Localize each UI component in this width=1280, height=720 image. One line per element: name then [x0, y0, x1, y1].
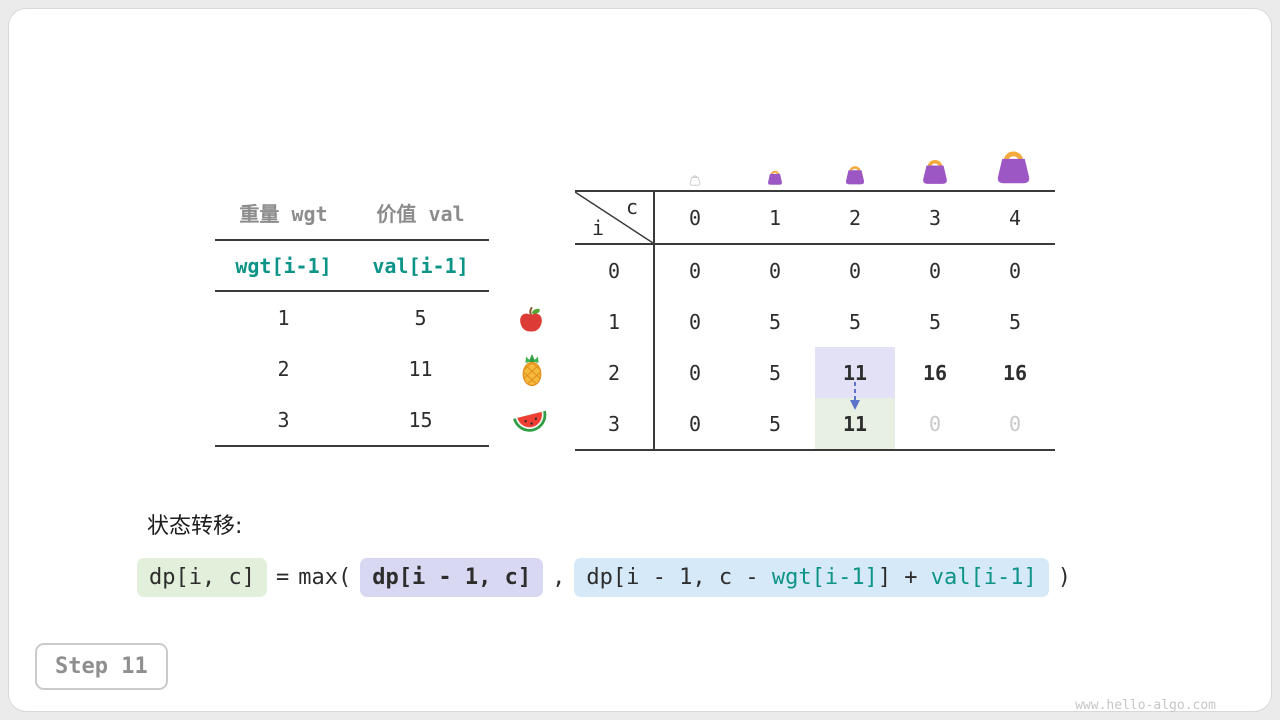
dp-row-3: 3 0 5 11 0 0: [575, 398, 1055, 449]
dp-cell: 0: [688, 411, 702, 436]
dp-cell: 0: [688, 258, 702, 283]
item-weight: 2: [277, 356, 290, 381]
dp-row-2: 2 0 5 11 16 16: [575, 347, 1055, 398]
dp-table: c i 0 1 2 3 4 0 0 0 0 0 0 1 0 5 5 5 5 2: [575, 190, 1055, 451]
dp-cell-pending: 0: [928, 411, 942, 436]
items-table: 重量 wgt 价值 val wgt[i-1] val[i-1] 1 5 2 11…: [215, 186, 489, 447]
formula-lhs: dp[i, c]: [137, 558, 267, 597]
item-value: 11: [408, 356, 433, 381]
formula-max-open: max(: [298, 565, 352, 590]
dp-col-header: 4: [1008, 205, 1022, 230]
items-header-weight: 重量 wgt: [239, 202, 328, 226]
dp-cell: 0: [928, 258, 942, 283]
dp-row-0: 0 0 0 0 0 0: [575, 245, 1055, 296]
item-value: 15: [408, 407, 433, 432]
dp-cell: 5: [768, 309, 782, 334]
items-row-1: 1 5: [215, 292, 489, 343]
dp-cell: 0: [688, 360, 702, 385]
bag-icon-capacity-3: [918, 152, 952, 186]
item-value: 5: [414, 305, 427, 330]
dp-cell: 16: [922, 360, 948, 385]
dp-row-header: 2: [575, 347, 655, 398]
bag-icon-capacity-1: [765, 166, 785, 186]
dp-row-header: 1: [575, 296, 655, 347]
dp-cell: 5: [1008, 309, 1022, 334]
items-row-3: 3 15: [215, 394, 489, 445]
pineapple-icon: [516, 352, 548, 388]
formula-term-keep: dp[i - 1, c]: [360, 558, 544, 597]
dp-col-header: 0: [688, 205, 702, 230]
watermelon-icon: [512, 409, 550, 433]
dp-cell: 5: [848, 309, 862, 334]
dp-corner-cell: c i: [575, 192, 655, 243]
dp-row-header: 3: [575, 398, 655, 449]
dp-cell: 0: [768, 258, 782, 283]
formula-close-paren: ): [1057, 565, 1072, 590]
items-formula-wgt: wgt[i-1]: [235, 253, 332, 278]
dp-cell: 0: [1008, 258, 1022, 283]
formula-take-prefix: dp[i - 1, c -: [586, 565, 772, 590]
formula-equals: =: [275, 565, 290, 590]
transition-formula: dp[i, c] = max( dp[i - 1, c] , dp[i - 1,…: [137, 558, 1071, 597]
dp-col-header: 2: [848, 205, 862, 230]
dp-cell: 5: [768, 411, 782, 436]
dp-col-header: 3: [928, 205, 942, 230]
dp-row-1: 1 0 5 5 5 5: [575, 296, 1055, 347]
dp-cell-pending: 0: [1008, 411, 1022, 436]
dp-cell: 5: [928, 309, 942, 334]
items-formula-row: wgt[i-1] val[i-1]: [215, 241, 489, 292]
apple-icon: [515, 304, 547, 336]
transition-label: 状态转移:: [147, 514, 243, 539]
items-header-value: 价值 val: [376, 202, 465, 226]
transfer-arrow-icon: [850, 382, 860, 410]
formula-take-val: val[i-1]: [930, 565, 1037, 590]
bag-icon-capacity-2: [842, 160, 868, 186]
dp-header-row: c i 0 1 2 3 4: [575, 192, 1055, 245]
watermark: www.hello-algo.com: [1075, 698, 1216, 713]
dp-cell: 5: [768, 360, 782, 385]
dp-cell: 0: [848, 258, 862, 283]
formula-comma: ,: [552, 565, 566, 590]
items-row-2: 2 11: [215, 343, 489, 394]
step-badge: Step 11: [35, 643, 168, 690]
item-weight: 1: [277, 305, 290, 330]
items-header-row: 重量 wgt 价值 val: [215, 186, 489, 241]
row-var-label: i: [592, 216, 605, 240]
col-var-label: c: [625, 195, 638, 219]
item-weight: 3: [277, 407, 290, 432]
dp-col-header: 1: [768, 205, 782, 230]
bag-icon-capacity-0: [688, 172, 702, 186]
diagonal-divider: [575, 192, 653, 243]
bag-icon-capacity-4: [991, 141, 1036, 186]
formula-term-take: dp[i - 1, c - wgt[i-1]] + val[i-1]: [574, 558, 1049, 597]
items-formula-val: val[i-1]: [372, 253, 469, 278]
dp-cell: 0: [688, 309, 702, 334]
dp-cell: 16: [1002, 360, 1028, 385]
formula-take-mid: ] +: [877, 565, 931, 590]
formula-take-wgt: wgt[i-1]: [771, 565, 878, 590]
dp-row-header: 0: [575, 245, 655, 296]
